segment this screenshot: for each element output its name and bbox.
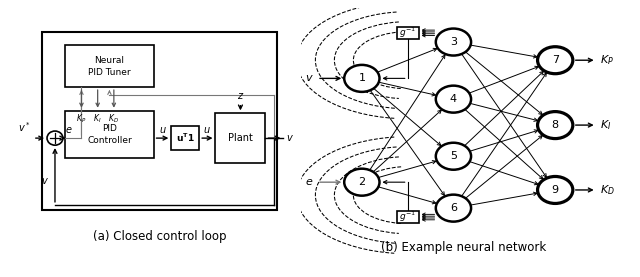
Text: $K_P$: $K_P$ — [76, 113, 86, 125]
Circle shape — [436, 29, 471, 56]
Circle shape — [436, 195, 471, 222]
Text: $v^*$: $v^*$ — [18, 120, 31, 134]
Text: Plant: Plant — [228, 133, 253, 143]
Text: $v$: $v$ — [286, 133, 294, 143]
Bar — [42, 32, 277, 210]
Text: $K_I$: $K_I$ — [600, 118, 611, 132]
Text: $K_I$: $K_I$ — [93, 113, 102, 125]
Text: $z$: $z$ — [237, 91, 244, 101]
Text: $v$: $v$ — [305, 73, 314, 83]
Circle shape — [538, 112, 573, 138]
Text: PID
Controller: PID Controller — [87, 124, 132, 145]
Circle shape — [538, 176, 573, 204]
Text: $g^{-1}$: $g^{-1}$ — [399, 210, 416, 224]
Bar — [172, 126, 199, 150]
Circle shape — [538, 47, 573, 74]
Bar — [397, 27, 419, 39]
Text: $g^{-1}$: $g^{-1}$ — [399, 26, 416, 40]
Text: 3: 3 — [450, 37, 457, 47]
Text: $K_P$: $K_P$ — [600, 53, 614, 67]
Text: 1: 1 — [358, 73, 365, 83]
Text: 6: 6 — [450, 203, 457, 213]
Text: 9: 9 — [552, 185, 559, 195]
Text: $e$: $e$ — [65, 125, 73, 135]
Text: $e$: $e$ — [305, 177, 314, 187]
Bar — [65, 45, 154, 87]
Bar — [216, 113, 266, 163]
Text: $K_D$: $K_D$ — [600, 183, 615, 197]
Text: $v$: $v$ — [41, 176, 49, 186]
Text: $u$: $u$ — [204, 125, 211, 135]
Text: 7: 7 — [552, 55, 559, 65]
Text: (b) Example neural network: (b) Example neural network — [381, 240, 547, 253]
Bar — [397, 211, 419, 224]
Text: Neural
PID Tuner: Neural PID Tuner — [88, 56, 131, 76]
Text: 5: 5 — [450, 151, 457, 161]
Circle shape — [436, 143, 471, 170]
Circle shape — [344, 65, 380, 92]
Circle shape — [436, 86, 471, 113]
Bar — [65, 111, 154, 158]
Circle shape — [344, 169, 380, 196]
Text: 2: 2 — [358, 177, 365, 187]
Text: 8: 8 — [552, 120, 559, 130]
Text: $u$: $u$ — [159, 125, 166, 135]
Text: $K_D$: $K_D$ — [108, 113, 119, 125]
Text: (a) Closed control loop: (a) Closed control loop — [93, 230, 226, 243]
Text: $\mathbf{u}^\mathbf{T}\mathbf{1}$: $\mathbf{u}^\mathbf{T}\mathbf{1}$ — [176, 132, 195, 144]
Text: 4: 4 — [450, 94, 457, 104]
